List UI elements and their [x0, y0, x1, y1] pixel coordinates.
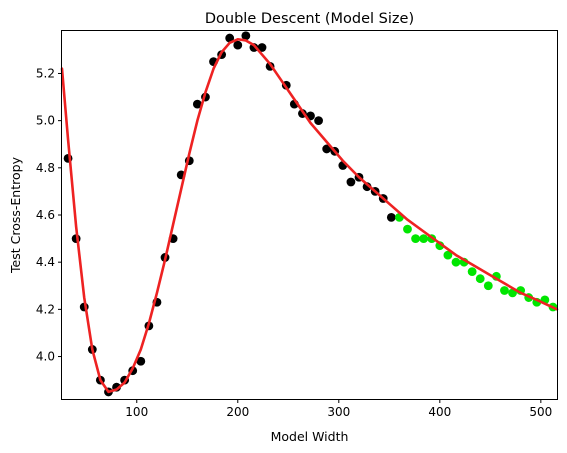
y-tick-label: 4.8 [36, 161, 55, 175]
y-tick-label: 5.0 [36, 114, 55, 128]
data-point-extrapolated [419, 234, 429, 243]
data-point-extrapolated [467, 267, 477, 277]
y-tick-label: 4.0 [36, 350, 55, 364]
data-point-observed [314, 116, 323, 126]
y-tick-label: 4.2 [36, 302, 55, 316]
data-point-extrapolated [443, 250, 453, 260]
x-axis-label: Model Width [271, 429, 349, 444]
y-tick-label: 5.2 [36, 66, 55, 80]
fit-curve [60, 37, 559, 394]
x-tick-label: 100 [125, 405, 148, 419]
data-point-extrapolated [403, 224, 412, 234]
chart-title: Double Descent (Model Size) [205, 11, 414, 27]
y-tick-label: 4.6 [36, 208, 55, 222]
axes-layer: 100 200 300 400 500 4.0 4.2 4.4 4.6 4.8 5.0 5.2 [36, 66, 552, 419]
data-point-observed [241, 31, 251, 41]
x-tick-label: 500 [529, 405, 552, 419]
data-point-observed [346, 177, 356, 187]
data-point-extrapolated [475, 274, 485, 284]
data-point-extrapolated [451, 257, 461, 267]
x-tick-label: 200 [226, 405, 249, 419]
data-point-extrapolated [483, 281, 493, 291]
data-point-observed [233, 40, 243, 50]
data-point-observed [136, 356, 146, 366]
data-point-observed [362, 182, 372, 192]
data-point-extrapolated [500, 286, 509, 295]
data-point-observed [322, 144, 332, 154]
data-point-observed [192, 99, 202, 109]
x-tick-label: 400 [428, 405, 451, 419]
y-axis-label: Test Cross-Entropy [8, 156, 23, 274]
data-point-observed [257, 43, 267, 52]
data-point-extrapolated [411, 234, 420, 243]
data-point-observed [386, 212, 396, 222]
x-tick-label: 300 [327, 405, 350, 419]
plot-layer [60, 31, 559, 397]
data-point-observed [225, 33, 235, 43]
y-tick-label: 4.4 [36, 255, 55, 269]
